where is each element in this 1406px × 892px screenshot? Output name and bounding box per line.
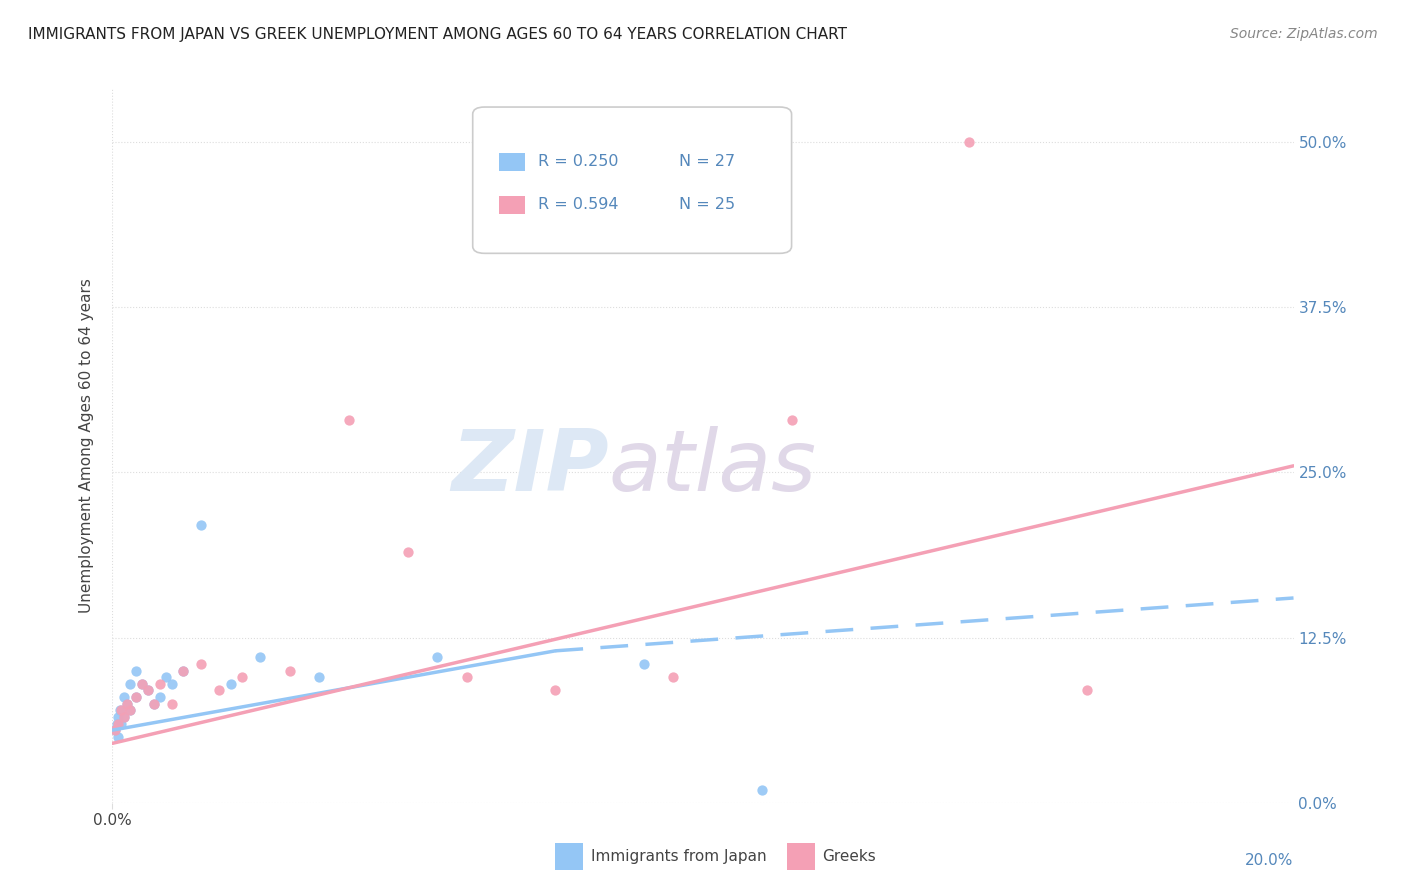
Point (190, 518, 212, 533)
Point (231, 670, 253, 684)
Point (456, 670, 478, 684)
Text: R = 0.594: R = 0.594 (537, 197, 619, 212)
Point (160, 677, 183, 691)
Y-axis label: Unemployment Among Ages 60 to 64 years: Unemployment Among Ages 60 to 64 years (79, 278, 94, 614)
Point (125, 690, 148, 704)
Point (219, 677, 242, 691)
Point (337, 412, 360, 426)
Point (120, 677, 142, 691)
Point (780, 412, 803, 426)
Point (142, 697, 165, 711)
Point (662, 670, 685, 684)
Point (117, 697, 138, 711)
Text: 20.0%: 20.0% (1246, 853, 1294, 868)
Point (104, 723, 127, 738)
Text: Immigrants from Japan: Immigrants from Japan (591, 849, 766, 863)
Point (149, 677, 172, 691)
Point (633, 657, 655, 671)
Point (278, 664, 301, 678)
Text: R = 0.250: R = 0.250 (537, 154, 619, 169)
Point (112, 710, 135, 724)
Point (131, 677, 153, 691)
Point (544, 683, 567, 698)
Point (308, 670, 330, 684)
Point (107, 716, 129, 731)
Point (142, 697, 165, 711)
Point (957, 135, 980, 149)
Point (125, 664, 148, 678)
Point (125, 690, 148, 704)
Point (104, 723, 127, 738)
Point (120, 703, 142, 717)
Point (751, 782, 773, 797)
Point (155, 670, 177, 684)
Point (112, 710, 135, 724)
Point (136, 683, 159, 698)
FancyBboxPatch shape (472, 107, 792, 253)
FancyBboxPatch shape (499, 153, 524, 171)
Point (190, 657, 212, 671)
Point (208, 683, 231, 698)
Point (426, 650, 449, 665)
Point (112, 690, 135, 704)
Point (107, 730, 129, 744)
Point (117, 697, 138, 711)
Point (105, 716, 128, 731)
Point (136, 683, 159, 698)
Text: Source: ZipAtlas.com: Source: ZipAtlas.com (1230, 27, 1378, 41)
Point (110, 703, 132, 717)
Text: IMMIGRANTS FROM JAPAN VS GREEK UNEMPLOYMENT AMONG AGES 60 TO 64 YEARS CORRELATIO: IMMIGRANTS FROM JAPAN VS GREEK UNEMPLOYM… (28, 27, 848, 42)
FancyBboxPatch shape (499, 196, 524, 214)
Point (249, 650, 271, 665)
Point (172, 664, 194, 678)
Point (107, 710, 129, 724)
Text: N = 25: N = 25 (679, 197, 735, 212)
Point (131, 677, 153, 691)
Point (172, 664, 194, 678)
Point (1076, 683, 1098, 698)
Point (149, 690, 172, 704)
Text: N = 27: N = 27 (679, 154, 735, 169)
Point (160, 697, 183, 711)
Text: Greeks: Greeks (823, 849, 876, 863)
Point (396, 545, 419, 559)
Text: ZIP: ZIP (451, 425, 609, 509)
Point (110, 716, 132, 731)
Text: atlas: atlas (609, 425, 817, 509)
Point (108, 703, 131, 717)
Point (120, 703, 142, 717)
